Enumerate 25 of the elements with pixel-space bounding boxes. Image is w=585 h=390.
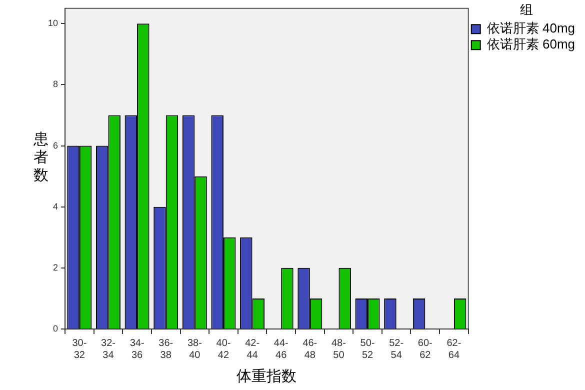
y-tick-label: 4 [52, 201, 58, 212]
legend-label: 依诺肝素 40mg [486, 20, 576, 36]
x-tick-label: 48-50 [331, 338, 346, 361]
x-tick-label: 36-38 [158, 338, 174, 361]
x-tick-label: 34-36 [130, 338, 144, 361]
x-tick-label: 32-34 [101, 338, 116, 361]
y-tick-label: 0 [52, 323, 58, 334]
x-tick-label: 52-54 [389, 338, 404, 361]
y-tick-label: 6 [52, 140, 58, 150]
x-tick-label: 40-42 [216, 338, 231, 361]
x-tick-label: 60-62 [418, 338, 432, 361]
x-tick-label: 38-40 [187, 338, 202, 361]
x-axis-title: 体重指数 [236, 368, 297, 386]
y-tick-label: 8 [52, 79, 58, 90]
x-tick-label: 46-48 [302, 338, 318, 361]
y-tick-label: 2 [52, 262, 58, 272]
legend-title: 组 [520, 2, 534, 18]
x-tick-label: 62-64 [446, 338, 462, 361]
x-tick-label: 30-32 [72, 338, 87, 361]
x-tick-label: 50-52 [360, 338, 375, 361]
x-tick-label: 44-46 [274, 338, 288, 361]
x-tick-label: 42-44 [245, 338, 260, 361]
legend-label: 依诺肝素 60mg [486, 36, 576, 52]
y-tick-label: 10 [48, 18, 58, 28]
y-axis-title: 患者数 [32, 130, 50, 184]
